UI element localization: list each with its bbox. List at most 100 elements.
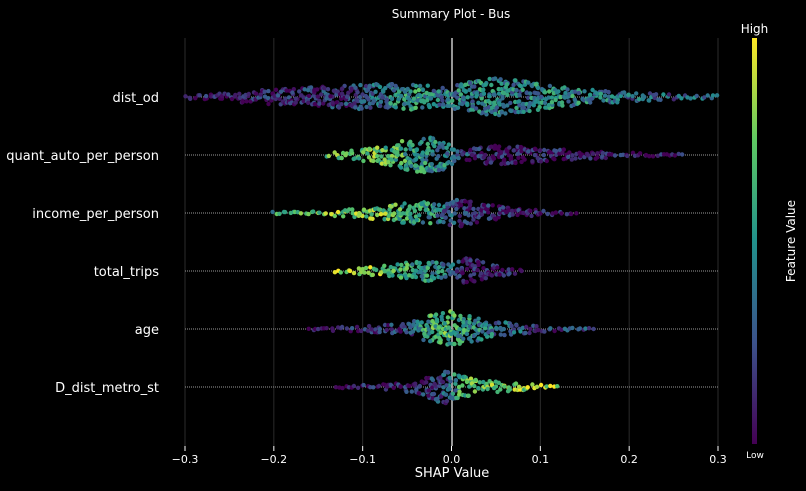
data-point bbox=[317, 101, 322, 106]
data-point bbox=[363, 265, 369, 271]
data-point bbox=[328, 94, 333, 99]
data-point bbox=[595, 91, 600, 96]
data-point bbox=[530, 382, 535, 387]
data-point bbox=[404, 266, 409, 271]
data-point bbox=[377, 84, 383, 90]
data-point bbox=[244, 99, 249, 104]
data-point bbox=[358, 82, 363, 88]
data-point bbox=[511, 330, 517, 335]
data-point bbox=[534, 384, 540, 389]
data-point bbox=[226, 92, 231, 97]
data-point bbox=[434, 317, 440, 322]
data-point bbox=[389, 322, 394, 327]
data-point bbox=[404, 216, 410, 221]
data-point bbox=[340, 86, 345, 91]
data-point bbox=[612, 153, 618, 158]
data-point bbox=[466, 393, 471, 398]
data-point bbox=[339, 324, 345, 330]
data-point bbox=[443, 274, 448, 279]
data-point bbox=[436, 269, 441, 275]
data-point bbox=[477, 380, 482, 385]
data-point bbox=[447, 103, 452, 109]
data-point bbox=[489, 331, 495, 337]
data-point bbox=[514, 87, 519, 93]
data-point bbox=[361, 158, 366, 164]
data-point bbox=[481, 87, 486, 93]
data-point bbox=[233, 92, 238, 98]
data-point bbox=[554, 148, 559, 154]
data-point bbox=[293, 96, 298, 101]
data-point bbox=[428, 339, 433, 344]
data-point bbox=[438, 375, 443, 380]
data-point bbox=[442, 321, 447, 326]
data-point bbox=[533, 99, 538, 105]
data-point bbox=[495, 265, 500, 270]
data-point bbox=[229, 96, 235, 102]
data-point bbox=[282, 209, 288, 215]
data-point bbox=[526, 149, 531, 154]
data-point bbox=[458, 203, 464, 208]
data-point bbox=[402, 101, 407, 107]
data-point bbox=[496, 144, 502, 149]
data-point bbox=[480, 329, 485, 334]
data-point bbox=[355, 90, 360, 95]
data-point bbox=[512, 271, 518, 276]
data-point bbox=[277, 211, 282, 216]
data-point bbox=[323, 211, 328, 216]
data-point bbox=[335, 209, 341, 215]
data-point bbox=[396, 143, 401, 148]
data-point bbox=[456, 155, 461, 161]
data-point bbox=[527, 91, 533, 96]
data-point bbox=[364, 104, 369, 110]
data-point bbox=[499, 150, 504, 155]
data-point bbox=[476, 100, 481, 106]
data-point bbox=[481, 379, 486, 385]
data-point bbox=[446, 142, 451, 147]
data-point bbox=[542, 147, 547, 153]
data-point bbox=[371, 385, 376, 390]
data-point bbox=[365, 95, 370, 100]
data-point bbox=[351, 270, 357, 276]
data-point bbox=[420, 150, 425, 155]
data-point bbox=[286, 95, 292, 100]
data-point bbox=[661, 92, 666, 97]
data-point bbox=[344, 94, 350, 100]
data-point bbox=[465, 220, 470, 226]
data-point bbox=[315, 94, 320, 99]
data-point bbox=[496, 320, 502, 326]
data-point bbox=[493, 76, 498, 81]
data-point bbox=[408, 211, 413, 216]
data-point bbox=[435, 396, 440, 402]
data-point bbox=[430, 260, 435, 265]
data-point bbox=[273, 87, 279, 93]
data-point bbox=[428, 96, 433, 101]
data-point bbox=[447, 375, 452, 381]
data-point bbox=[471, 333, 476, 339]
data-point bbox=[469, 339, 474, 344]
data-point bbox=[383, 86, 388, 91]
data-point bbox=[598, 95, 603, 100]
data-point bbox=[435, 207, 441, 212]
data-point bbox=[490, 203, 495, 208]
data-point bbox=[517, 83, 523, 88]
data-point bbox=[298, 211, 304, 216]
data-point bbox=[306, 88, 311, 93]
data-point bbox=[646, 98, 652, 103]
data-point bbox=[266, 101, 271, 107]
data-point bbox=[500, 267, 505, 273]
data-point bbox=[382, 268, 388, 274]
data-point bbox=[538, 382, 544, 388]
data-point bbox=[566, 154, 571, 160]
data-point bbox=[542, 90, 548, 95]
data-point bbox=[404, 330, 409, 335]
data-point bbox=[440, 98, 445, 103]
data-point bbox=[334, 100, 339, 105]
data-point bbox=[445, 151, 450, 156]
data-point bbox=[481, 266, 486, 271]
data-point bbox=[426, 319, 431, 324]
data-point bbox=[526, 80, 531, 85]
data-point bbox=[297, 89, 302, 94]
data-point bbox=[491, 156, 497, 161]
x-tick-label: 0.0 bbox=[443, 453, 461, 466]
